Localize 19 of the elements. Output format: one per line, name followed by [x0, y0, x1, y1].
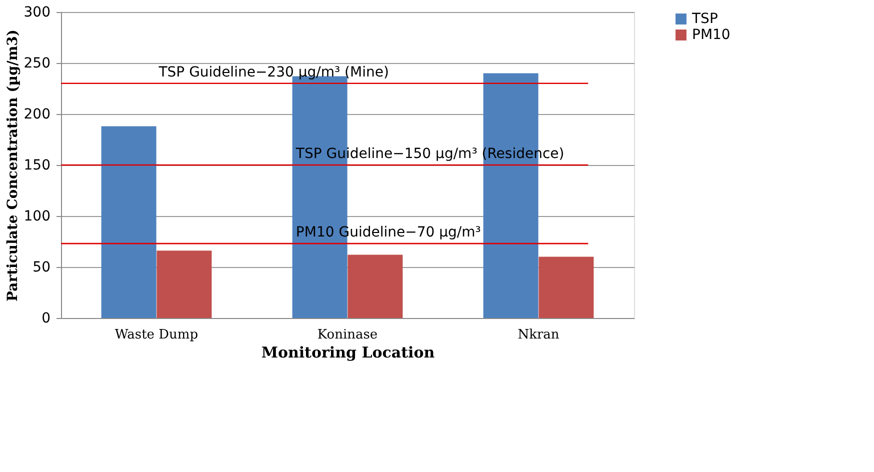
x-tick-label: Koninase — [317, 328, 378, 342]
legend-label: TSP — [691, 11, 718, 27]
x-tick-label: Nkran — [518, 328, 560, 342]
x-tick-label: Waste Dump — [114, 328, 198, 342]
bar — [348, 254, 403, 318]
bar — [156, 250, 212, 318]
y-tick-label: 250 — [24, 56, 50, 72]
y-tick-label: 0 — [42, 310, 50, 326]
y-tick-label: 150 — [24, 158, 50, 174]
legend-label: PM10 — [692, 27, 730, 43]
y-tick-label: 50 — [32, 260, 50, 276]
ref-line-label: TSP Guideline−230 µg/m³ (Mine) — [158, 64, 389, 80]
bar — [538, 256, 594, 318]
x-axis-title: Monitoring Location — [261, 344, 435, 362]
bar — [101, 126, 156, 318]
y-tick-label: 300 — [24, 4, 50, 20]
y-tick-label: 100 — [24, 208, 50, 224]
y-axis-title: Particulate Concentration (µg/m3) — [4, 29, 21, 302]
y-tick-label: 200 — [24, 106, 50, 122]
